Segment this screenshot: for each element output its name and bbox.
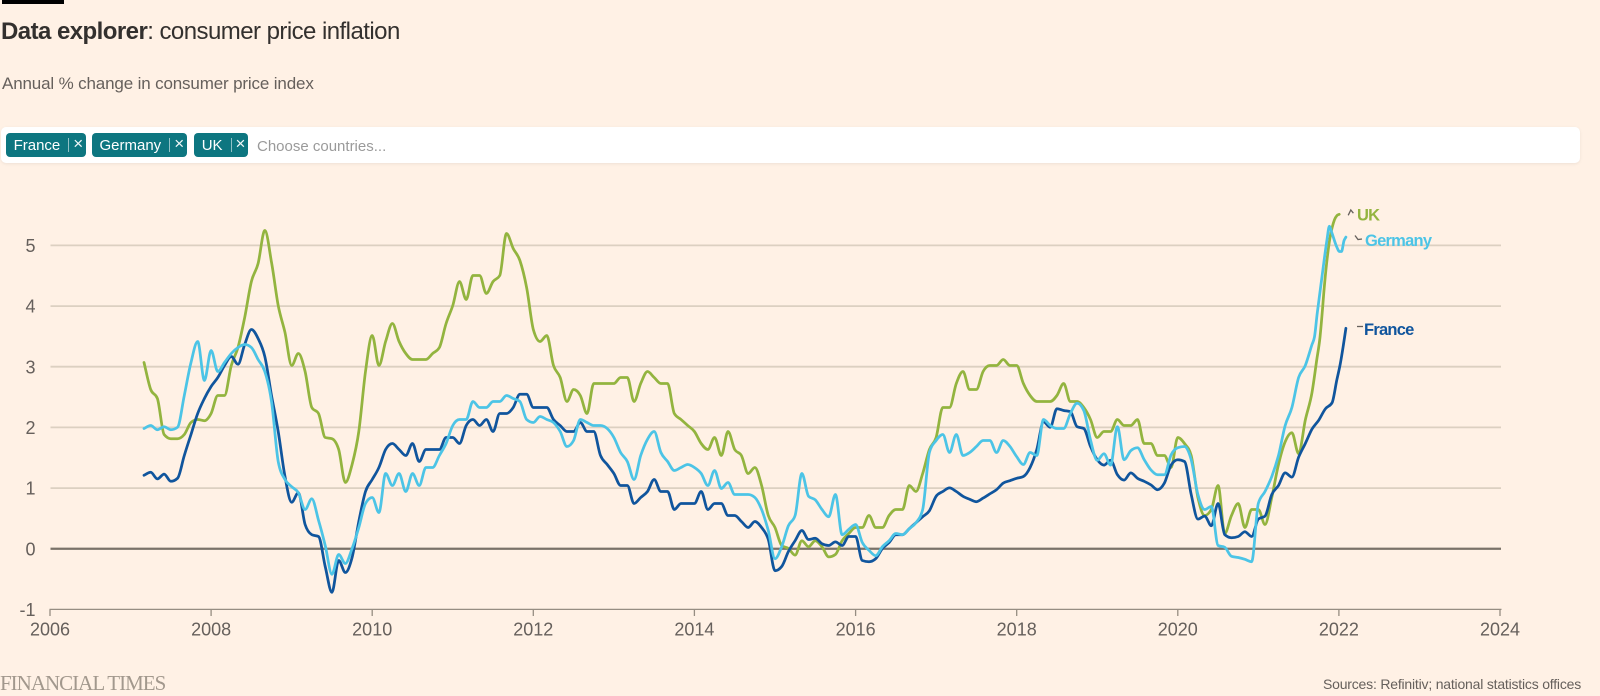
svg-text:2: 2 [25,418,35,438]
svg-text:Germany: Germany [1365,232,1433,250]
svg-text:2006: 2006 [30,620,70,640]
svg-text:2008: 2008 [191,620,231,640]
svg-text:-1: -1 [19,600,35,620]
svg-text:2016: 2016 [836,620,876,640]
svg-text:UK: UK [1357,207,1380,225]
svg-text:2010: 2010 [352,620,392,640]
svg-text:3: 3 [25,357,35,377]
svg-text:2024: 2024 [1480,620,1520,640]
svg-text:5: 5 [25,236,35,256]
svg-text:2018: 2018 [997,620,1037,640]
svg-text:4: 4 [25,297,35,317]
svg-text:2022: 2022 [1319,620,1359,640]
svg-text:1: 1 [25,479,35,499]
svg-text:2020: 2020 [1158,620,1198,640]
svg-text:2012: 2012 [513,620,553,640]
svg-text:France: France [1364,321,1414,339]
svg-text:0: 0 [25,539,35,559]
svg-text:2014: 2014 [674,620,714,640]
